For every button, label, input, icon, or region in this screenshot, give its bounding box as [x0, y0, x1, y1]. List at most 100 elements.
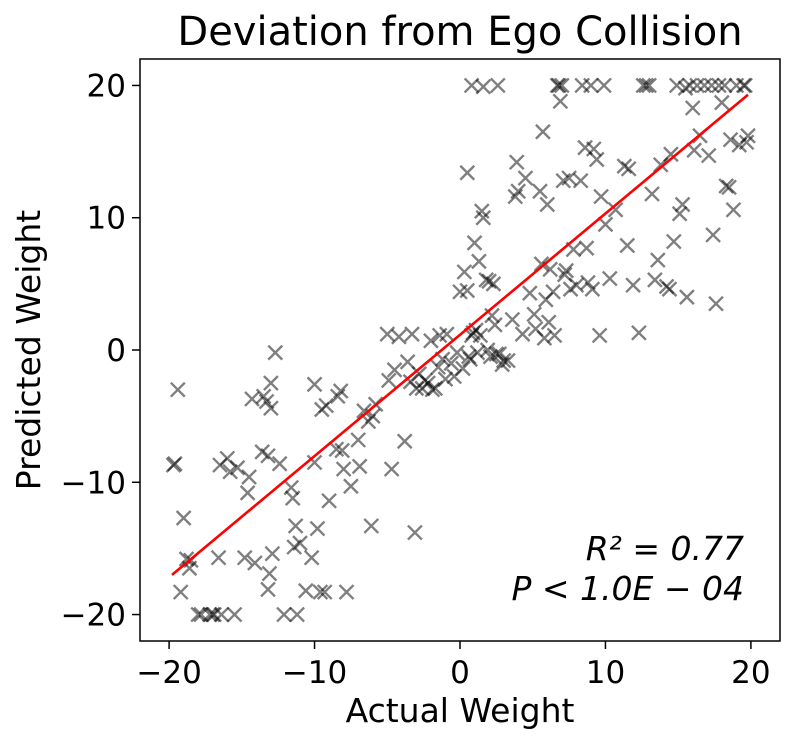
data-point-marker: [276, 606, 292, 623]
data-point-marker: [335, 461, 352, 477]
data-point-marker: [206, 606, 223, 623]
data-point-marker: [668, 77, 685, 94]
data-point-marker: [625, 277, 641, 294]
data-point-marker: [267, 344, 284, 361]
fit-line: [171, 93, 749, 576]
data-point-marker: [190, 606, 207, 623]
data-point-marker: [169, 381, 186, 398]
p-value-annotation: P < 1.0E − 04: [512, 569, 744, 608]
data-point-marker: [644, 186, 660, 202]
data-point-marker: [504, 311, 521, 328]
data-point-marker: [437, 371, 454, 387]
data-point-marker: [459, 282, 476, 299]
data-point-marker: [309, 520, 326, 537]
data-point-marker: [321, 492, 337, 509]
data-point-marker: [689, 77, 705, 94]
data-point-marker: [351, 458, 368, 475]
data-point-marker: [287, 518, 304, 534]
x-tick-label: −20: [136, 655, 201, 691]
data-point-marker: [439, 326, 455, 342]
data-point-marker: [703, 77, 720, 94]
data-point-marker: [178, 551, 195, 567]
data-point-marker: [584, 281, 601, 298]
x-tick-label: −10: [282, 655, 347, 691]
data-point-marker: [591, 327, 608, 344]
data-point-marker: [471, 253, 487, 270]
data-point-marker: [306, 454, 323, 471]
data-point-marker: [649, 252, 666, 268]
y-tick-label: 0: [106, 333, 126, 369]
data-point-marker: [551, 77, 567, 94]
data-point-marker: [469, 344, 486, 361]
data-point-marker: [332, 383, 349, 399]
data-point-marker: [526, 306, 543, 323]
data-point-marker: [316, 584, 333, 600]
data-point-marker: [638, 77, 655, 94]
data-point-marker: [475, 209, 492, 226]
data-point-marker: [647, 272, 663, 288]
data-point-marker: [172, 584, 189, 600]
data-point-marker: [391, 328, 407, 345]
data-point-marker: [535, 123, 551, 140]
data-point-marker: [631, 324, 647, 341]
data-point-marker: [508, 154, 525, 171]
data-point-marker: [597, 216, 614, 233]
data-point-marker: [593, 188, 609, 205]
data-point-marker: [244, 391, 260, 407]
chart-title: Deviation from Ego Collision: [177, 9, 742, 55]
data-point-marker: [532, 183, 548, 200]
data-point-marker: [533, 256, 550, 272]
data-point-marker: [725, 201, 742, 218]
x-tick-label: 20: [731, 655, 770, 691]
data-point-marker: [514, 326, 531, 342]
data-point-marker: [583, 77, 599, 94]
data-point-marker: [423, 332, 439, 349]
data-point-marker: [343, 478, 359, 495]
data-point-marker: [165, 457, 182, 473]
data-point-marker: [318, 397, 335, 414]
data-point-marker: [350, 432, 367, 448]
data-point-marker: [545, 283, 561, 300]
data-point-marker: [383, 461, 400, 477]
y-axis-label: Predicted Weight: [9, 210, 48, 490]
r-squared-annotation: R² = 0.77: [586, 529, 744, 568]
data-point-marker: [271, 455, 288, 472]
data-point-marker: [681, 77, 698, 94]
data-point-marker: [552, 93, 569, 110]
data-point-marker: [596, 77, 612, 94]
data-point-marker: [572, 172, 589, 189]
data-point-marker: [263, 400, 279, 417]
data-point-marker: [561, 170, 577, 186]
data-point-marker: [334, 442, 351, 459]
data-point-marker: [641, 77, 657, 94]
data-point-marker: [229, 459, 246, 476]
data-point-marker: [713, 94, 730, 111]
data-points: [165, 77, 756, 623]
data-point-marker: [263, 375, 279, 391]
data-point-marker: [487, 317, 503, 333]
data-point-marker: [607, 201, 624, 218]
data-point-marker: [261, 565, 278, 582]
data-point-marker: [601, 270, 618, 287]
data-point-marker: [661, 281, 678, 298]
data-point-marker: [558, 262, 575, 279]
data-point-marker: [539, 196, 556, 213]
data-point-marker: [536, 330, 553, 346]
y-axis-ticks: −20 −10 0 10 20: [61, 68, 140, 634]
data-point-marker: [399, 354, 416, 370]
data-point-marker: [686, 142, 703, 159]
data-point-marker: [404, 326, 420, 342]
data-point-marker: [407, 524, 423, 541]
data-point-marker: [175, 510, 192, 526]
data-point-marker: [303, 549, 320, 566]
y-tick-label: 10: [87, 201, 126, 237]
data-point-marker: [696, 77, 713, 94]
data-point-marker: [663, 146, 679, 163]
data-point-marker: [546, 327, 563, 344]
data-point-marker: [671, 205, 688, 222]
data-point-marker: [578, 240, 595, 256]
data-point-marker: [616, 158, 633, 174]
data-point-marker: [396, 433, 413, 450]
data-point-marker: [260, 447, 276, 464]
